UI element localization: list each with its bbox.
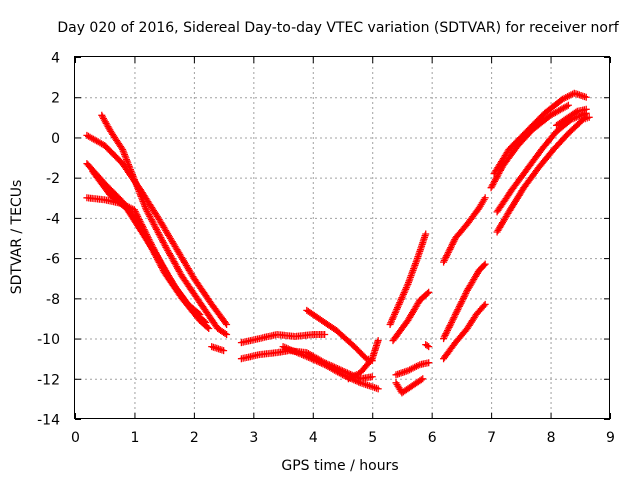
data-series (392, 359, 433, 379)
data-series (389, 288, 433, 345)
y-tick-label: -12 (37, 372, 60, 388)
series-marks (422, 341, 433, 351)
data-series (440, 260, 489, 343)
x-tick-label: 4 (309, 430, 318, 446)
series-marks (440, 260, 489, 343)
data-points (83, 89, 593, 397)
series-marks (237, 331, 329, 347)
axis-ticks (75, 57, 611, 420)
data-series (490, 89, 590, 178)
y-tick-label: -8 (46, 292, 60, 308)
data-series (553, 105, 590, 129)
series-marks (303, 306, 376, 365)
data-series (83, 194, 204, 318)
series-marks (440, 300, 489, 363)
series-marks (392, 359, 433, 379)
data-series (493, 113, 593, 236)
data-series (237, 331, 329, 347)
data-series (440, 194, 489, 266)
x-tick-label: 6 (428, 430, 437, 446)
data-series (386, 230, 430, 328)
series-marks (493, 109, 590, 216)
series-marks (386, 230, 430, 328)
x-tick-label: 7 (487, 430, 496, 446)
data-series (98, 111, 231, 339)
data-series (440, 300, 489, 363)
y-tick-label: 0 (51, 131, 60, 147)
data-series (422, 341, 433, 351)
series-marks (389, 288, 433, 345)
y-axis-label: SDTVAR / TECUs (9, 180, 25, 295)
grid-lines (75, 57, 610, 419)
series-marks (553, 105, 590, 129)
series-marks (208, 343, 228, 355)
data-series (303, 306, 376, 365)
x-tick-label: 0 (71, 430, 80, 446)
x-tick-label: 2 (190, 430, 199, 446)
y-tick-label: -14 (37, 413, 60, 429)
y-tick-label: 4 (51, 51, 60, 67)
y-tick-labels: -14 -12 -10 -8 -6 -4 -2 0 2 4 (37, 51, 60, 429)
x-axis-label: GPS time / hours (281, 458, 398, 474)
x-tick-label: 5 (368, 430, 377, 446)
data-series (279, 343, 382, 393)
series-marks (98, 111, 231, 339)
y-tick-label: -4 (46, 211, 60, 227)
plot-frame (74, 56, 610, 419)
series-marks (83, 194, 204, 318)
series-marks (392, 375, 427, 397)
series-marks (440, 194, 489, 266)
data-series (344, 337, 382, 383)
x-tick-label: 3 (249, 430, 258, 446)
data-series (392, 375, 427, 397)
series-marks (344, 337, 382, 383)
x-tick-label: 9 (606, 430, 615, 446)
x-tick-label: 1 (130, 430, 139, 446)
series-marks (490, 89, 590, 178)
y-tick-label: -2 (46, 171, 60, 187)
data-series (487, 101, 572, 192)
x-tick-labels: 0 1 2 3 4 5 6 7 8 9 (71, 430, 615, 446)
data-series (208, 343, 228, 355)
x-tick-label: 8 (547, 430, 556, 446)
series-marks (487, 101, 572, 192)
y-tick-label: -10 (37, 332, 60, 348)
data-series (493, 109, 590, 216)
y-tick-label: 2 (51, 91, 60, 107)
series-marks (493, 113, 593, 236)
y-tick-label: -6 (46, 252, 60, 268)
chart-title: Day 020 of 2016, Sidereal Day-to-day VTE… (57, 20, 619, 36)
series-marks (279, 343, 382, 393)
